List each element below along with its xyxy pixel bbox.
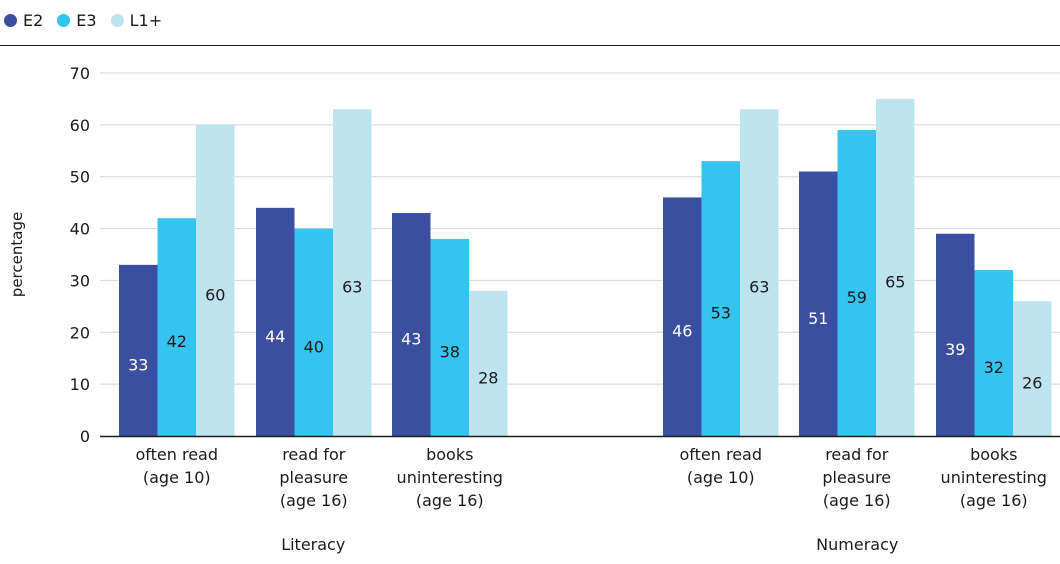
- category-label: often read: [679, 445, 762, 464]
- data-label: 32: [984, 358, 1004, 377]
- y-tick-label: 70: [70, 64, 90, 83]
- bar: [157, 218, 196, 436]
- legend-swatch-e3: [57, 13, 71, 27]
- data-label: 63: [749, 278, 769, 297]
- bar: [974, 270, 1013, 436]
- legend-label-e3: E3: [76, 10, 97, 30]
- data-label: 59: [847, 288, 867, 307]
- data-label: 26: [1022, 374, 1042, 393]
- data-label: 63: [342, 278, 362, 297]
- group-label: Numeracy: [816, 535, 898, 554]
- category-label: (age 16): [416, 491, 484, 510]
- y-tick-label: 10: [70, 375, 90, 394]
- y-axis-label: percentage: [8, 212, 26, 297]
- bar: [740, 109, 779, 437]
- y-tick-label: 30: [70, 271, 90, 290]
- y-tick-label: 40: [70, 220, 90, 239]
- category-label: books: [426, 445, 473, 464]
- legend: E2 E3 L1+: [4, 6, 162, 34]
- category-label: (age 16): [280, 491, 348, 510]
- data-label: 53: [711, 304, 731, 323]
- legend-item-l1plus: L1+: [110, 10, 163, 30]
- category-label: often read: [135, 445, 218, 464]
- bar: [294, 228, 333, 436]
- data-label: 44: [265, 327, 285, 346]
- category-label: (age 16): [823, 491, 891, 510]
- bar: [799, 171, 838, 436]
- bar: [430, 238, 469, 436]
- bar: [701, 161, 740, 436]
- data-label: 28: [478, 368, 498, 387]
- data-label: 46: [672, 322, 692, 341]
- data-label: 43: [401, 330, 421, 349]
- data-label: 40: [304, 337, 324, 356]
- category-label: read for: [825, 445, 889, 464]
- data-label: 60: [205, 285, 225, 304]
- bar: [333, 109, 372, 437]
- bar: [663, 197, 702, 436]
- bar: [256, 207, 295, 436]
- bar: [469, 290, 508, 436]
- legend-label-e2: E2: [23, 10, 44, 30]
- bar: [936, 233, 975, 436]
- y-tick-label: 60: [70, 116, 90, 135]
- data-label: 33: [128, 355, 148, 374]
- category-label: (age 16): [960, 491, 1028, 510]
- legend-swatch-e2: [4, 13, 17, 27]
- bar: [837, 130, 876, 437]
- data-label: 65: [885, 272, 905, 291]
- legend-label-l1plus: L1+: [129, 10, 163, 30]
- category-label: books: [970, 445, 1017, 464]
- data-label: 51: [808, 309, 828, 328]
- bar: [876, 98, 915, 436]
- legend-swatch-l1plus: [110, 13, 124, 27]
- data-label: 42: [167, 332, 187, 351]
- category-label: (age 10): [143, 468, 211, 487]
- category-label: pleasure: [279, 468, 348, 487]
- data-label: 39: [945, 340, 965, 359]
- bar: [119, 264, 158, 436]
- y-tick-label: 50: [70, 168, 90, 187]
- legend-item-e2: E2: [4, 11, 43, 30]
- legend-item-e3: E3: [57, 10, 97, 30]
- bar: [196, 124, 235, 436]
- group-label: Literacy: [281, 535, 345, 554]
- category-label: read for: [282, 445, 346, 464]
- bar: [392, 213, 431, 436]
- y-tick-label: 20: [70, 323, 90, 342]
- data-label: 38: [440, 342, 460, 361]
- category-label: uninteresting: [397, 468, 503, 487]
- bar: [1013, 301, 1052, 436]
- y-tick-label: 0: [80, 427, 90, 446]
- category-label: (age 10): [687, 468, 755, 487]
- category-label: uninteresting: [941, 468, 1047, 487]
- category-label: pleasure: [822, 468, 891, 487]
